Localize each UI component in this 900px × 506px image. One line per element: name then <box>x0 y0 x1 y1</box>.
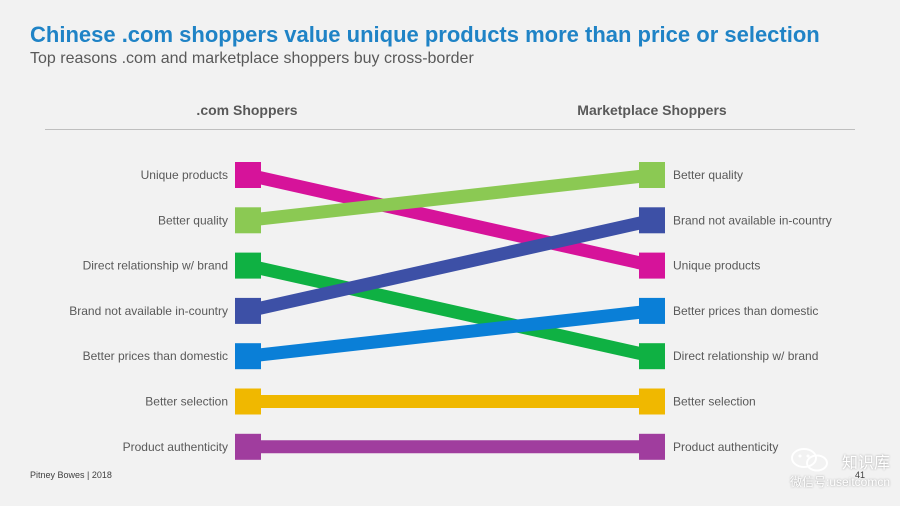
page-subtitle: Top reasons .com and marketplace shopper… <box>30 50 474 67</box>
watermark: 知识库 微信号:useitcomcn <box>790 447 895 492</box>
watermark-title: 知识库 <box>842 455 891 472</box>
right-label-better-prices-than-domestic: Better prices than domestic <box>673 304 818 318</box>
right-label-better-selection: Better selection <box>673 395 756 409</box>
marker-left-better-quality <box>235 207 261 234</box>
slope-line-unique-products <box>246 168 654 272</box>
marker-left-better-selection <box>235 388 261 415</box>
marker-right-brand-not-available-in-country <box>639 207 665 234</box>
right-column-header: Marketplace Shoppers <box>577 102 727 118</box>
marker-left-better-prices-than-domestic <box>235 343 261 370</box>
slope-line-direct-relationship-w-brand <box>246 259 654 363</box>
left-label-unique-products: Unique products <box>141 168 228 182</box>
page-number: 41 <box>855 470 866 480</box>
marker-right-unique-products <box>639 252 665 279</box>
left-label-product-authenticity: Product authenticity <box>123 440 228 454</box>
marker-right-better-prices-than-domestic <box>639 297 665 324</box>
right-label-unique-products: Unique products <box>673 259 760 273</box>
chart-markers <box>235 162 665 460</box>
left-label-better-prices-than-domestic: Better prices than domestic <box>83 349 228 363</box>
marker-right-direct-relationship-w-brand <box>639 343 665 370</box>
right-label-better-quality: Better quality <box>673 168 743 182</box>
marker-left-brand-not-available-in-country <box>235 297 261 324</box>
marker-left-unique-products <box>235 162 261 188</box>
marker-left-product-authenticity <box>235 433 261 460</box>
marker-right-product-authenticity <box>639 433 665 460</box>
page-title: Chinese .com shoppers value unique produ… <box>30 22 820 47</box>
chart-lines <box>246 168 654 454</box>
header-divider <box>45 129 855 130</box>
marker-right-better-quality <box>639 162 665 188</box>
wechat-icon <box>791 448 828 472</box>
marker-right-better-selection <box>639 388 665 415</box>
chart-labels: Unique products Better quality Direct rela… <box>69 168 832 454</box>
marker-left-direct-relationship-w-brand <box>235 252 261 279</box>
left-label-brand-not-available-in-country: Brand not available in-country <box>69 304 228 318</box>
watermark-account: 微信号:useitcomcn <box>790 475 891 489</box>
left-label-better-selection: Better selection <box>145 395 228 409</box>
slope-line-better-prices-than-domestic <box>247 304 653 363</box>
slope-line-better-quality <box>247 168 653 227</box>
left-label-direct-relationship-w-brand: Direct relationship w/ brand <box>83 259 228 273</box>
slope-line-brand-not-available-in-country <box>246 213 654 318</box>
right-label-brand-not-available-in-country: Brand not available in-country <box>673 213 832 227</box>
right-label-product-authenticity: Product authenticity <box>673 440 778 454</box>
footer-source: Pitney Bowes | 2018 <box>30 470 112 480</box>
left-column-header: .com Shoppers <box>196 102 298 118</box>
left-label-better-quality: Better quality <box>158 213 228 227</box>
right-label-direct-relationship-w-brand: Direct relationship w/ brand <box>673 349 818 363</box>
